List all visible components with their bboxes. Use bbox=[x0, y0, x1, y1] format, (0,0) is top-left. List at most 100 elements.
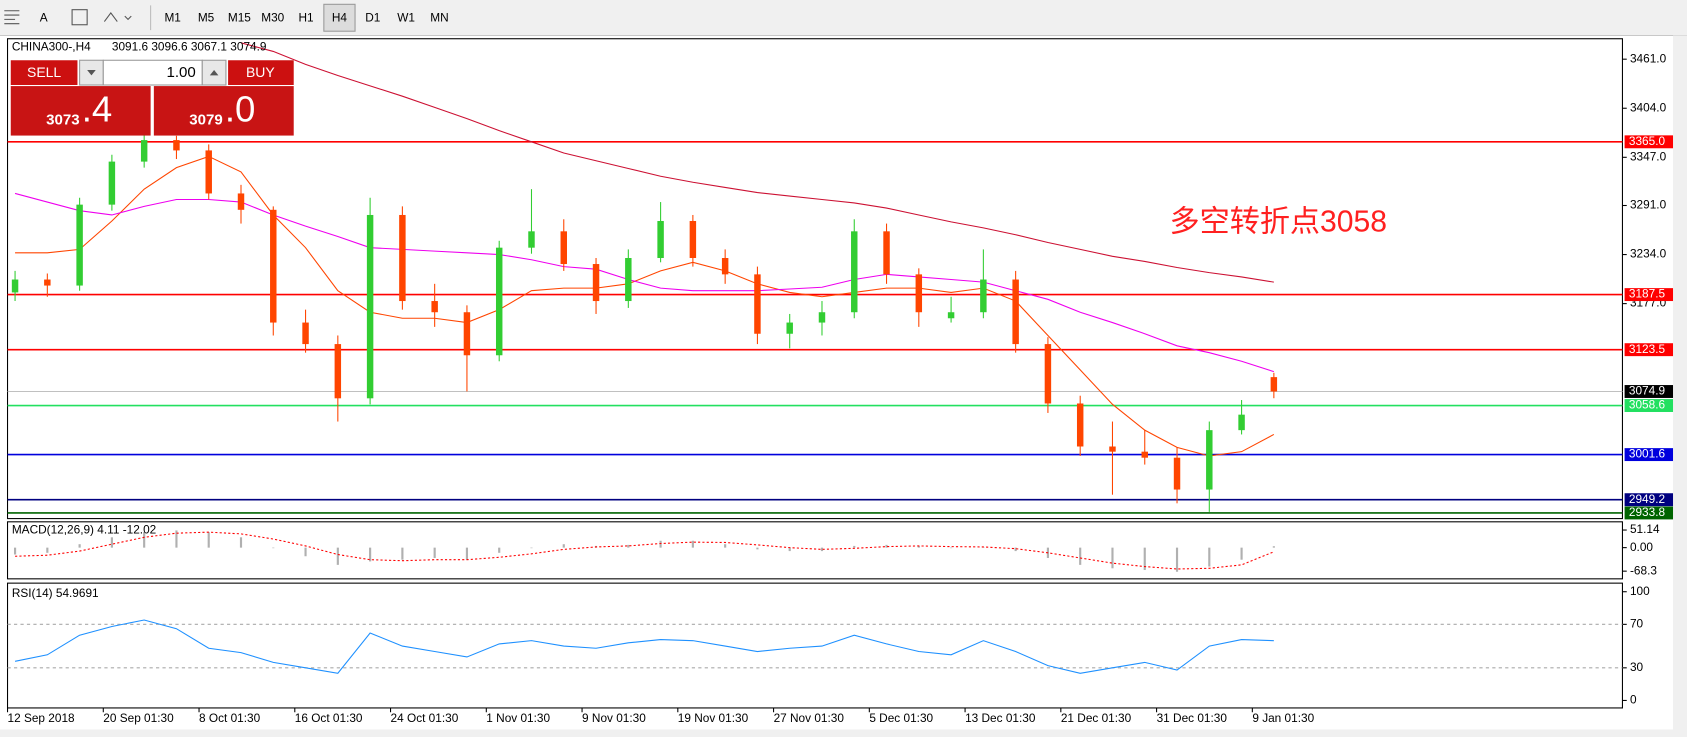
y-tick-label: 3234.0 bbox=[1630, 247, 1667, 261]
macd-bar bbox=[46, 547, 49, 553]
macd-bar bbox=[1014, 547, 1017, 552]
y-tick-label: -68.3 bbox=[1630, 563, 1657, 577]
timeframe-bar: M1 M5 M15 M30 H1 H4 D1 W1 MN bbox=[164, 3, 449, 32]
timeframe-button[interactable]: M15 bbox=[228, 10, 251, 24]
level-label: 3123.5 bbox=[1629, 342, 1666, 356]
candle-body bbox=[140, 140, 148, 162]
candle-body bbox=[883, 231, 890, 275]
timeframe-button[interactable]: H1 bbox=[299, 10, 314, 24]
y-tick-label: 51.14 bbox=[1630, 522, 1660, 536]
macd-bar bbox=[627, 544, 630, 548]
timeframe-button[interactable]: M30 bbox=[261, 10, 284, 24]
lot-value: 1.00 bbox=[167, 64, 196, 81]
candle-body bbox=[851, 231, 858, 313]
menu-icon[interactable] bbox=[4, 10, 20, 25]
x-tick-label: 27 Nov 01:30 bbox=[774, 711, 845, 725]
bid-main: 3073 bbox=[46, 111, 79, 128]
y-tick-label: 3461.0 bbox=[1630, 51, 1667, 65]
level-tag bbox=[1624, 288, 1674, 302]
candle-body bbox=[915, 274, 923, 313]
timeframe-button[interactable]: H4 bbox=[332, 10, 348, 24]
bid-box[interactable] bbox=[10, 86, 151, 136]
buy-button[interactable] bbox=[228, 60, 294, 86]
candle-body bbox=[560, 231, 567, 265]
candle-body bbox=[592, 264, 600, 302]
timeframe-button[interactable]: M5 bbox=[198, 10, 215, 24]
candle-body bbox=[431, 301, 438, 313]
level-tag bbox=[1624, 135, 1674, 149]
macd-bar bbox=[724, 544, 727, 548]
ask-box[interactable] bbox=[153, 86, 294, 136]
level-label: 3187.5 bbox=[1629, 287, 1666, 301]
macd-bar bbox=[143, 532, 146, 548]
candle-body bbox=[334, 344, 342, 399]
macd-bar bbox=[498, 547, 501, 553]
macd-bar bbox=[78, 544, 81, 548]
candle-body bbox=[270, 209, 277, 323]
macd-bar bbox=[788, 547, 791, 552]
macd-title: MACD(12,26,9) 4.11 -12.02 bbox=[12, 523, 156, 537]
trade-panel: SELL 1.00 BUY 3073 .4 3079 .0 bbox=[10, 59, 294, 136]
sell-label: SELL bbox=[27, 64, 61, 80]
timeframe-button[interactable]: M1 bbox=[164, 10, 180, 24]
sell-button[interactable] bbox=[10, 60, 78, 86]
active-timeframe bbox=[323, 3, 356, 32]
macd-bar bbox=[239, 537, 243, 548]
indicator-line bbox=[14, 192, 1275, 373]
candle-body bbox=[657, 220, 664, 259]
level-tag bbox=[1624, 493, 1674, 507]
candle-body bbox=[1012, 279, 1019, 345]
candle-body bbox=[1206, 430, 1213, 490]
x-tick-label: 1 Nov 01:30 bbox=[486, 711, 550, 725]
main-plot bbox=[7, 42, 1623, 514]
indicator-line bbox=[15, 155, 1275, 457]
candle-body bbox=[689, 220, 697, 259]
y-tick-label: 3291.0 bbox=[1630, 198, 1667, 212]
candle-body bbox=[11, 279, 19, 293]
macd-bar bbox=[465, 547, 469, 560]
rsi-panel bbox=[6, 582, 1623, 709]
level-label: 3058.6 bbox=[1629, 398, 1666, 412]
macd-bar bbox=[1143, 547, 1146, 571]
macd-bar bbox=[659, 540, 662, 548]
y-tick-label: 70 bbox=[1630, 616, 1644, 630]
timeframe-button[interactable]: W1 bbox=[397, 10, 415, 24]
candle-body bbox=[495, 247, 503, 356]
text-tool[interactable]: A bbox=[40, 10, 48, 24]
macd-bar bbox=[1208, 547, 1211, 567]
level-tag bbox=[1624, 399, 1674, 412]
scrollbar bbox=[1673, 35, 1687, 737]
shapes-tool[interactable] bbox=[103, 12, 132, 22]
y-tick-label: 100 bbox=[1630, 584, 1650, 598]
candle-body bbox=[205, 150, 212, 194]
down-arrow bbox=[87, 69, 96, 76]
plot-layer: 3461.03404.03347.03291.03234.03177.03365… bbox=[6, 42, 1674, 725]
x-tick-label: 9 Jan 01:30 bbox=[1252, 711, 1314, 725]
candle-body bbox=[173, 140, 180, 151]
macd-bar bbox=[1079, 547, 1082, 565]
macd-bar bbox=[304, 547, 307, 557]
main-panel bbox=[6, 38, 1623, 520]
candle-body bbox=[1044, 344, 1052, 404]
candle-body bbox=[1173, 457, 1181, 490]
level-tag bbox=[1624, 448, 1674, 462]
x-tick-label: 19 Nov 01:30 bbox=[678, 711, 749, 725]
level-label: 3074.9 bbox=[1629, 384, 1666, 398]
candle-body bbox=[721, 258, 729, 275]
candle-body bbox=[528, 231, 535, 248]
x-tick-label: 8 Oct 01:30 bbox=[199, 711, 261, 725]
macd-bar bbox=[917, 545, 920, 548]
level-tag bbox=[1624, 385, 1674, 398]
bid-fraction: .4 bbox=[82, 89, 113, 130]
candle-body bbox=[1076, 403, 1084, 447]
label-tool[interactable] bbox=[71, 9, 88, 26]
macd-bar bbox=[272, 547, 275, 549]
x-tick-label: 5 Dec 01:30 bbox=[869, 711, 933, 725]
timeframe-button[interactable]: D1 bbox=[365, 10, 380, 24]
up-arrow bbox=[209, 69, 219, 76]
level-label: 2933.8 bbox=[1629, 505, 1666, 519]
timeframe-button[interactable]: MN bbox=[430, 10, 448, 24]
macd-bar bbox=[336, 547, 339, 565]
x-tick-label: 31 Dec 01:30 bbox=[1157, 711, 1228, 725]
